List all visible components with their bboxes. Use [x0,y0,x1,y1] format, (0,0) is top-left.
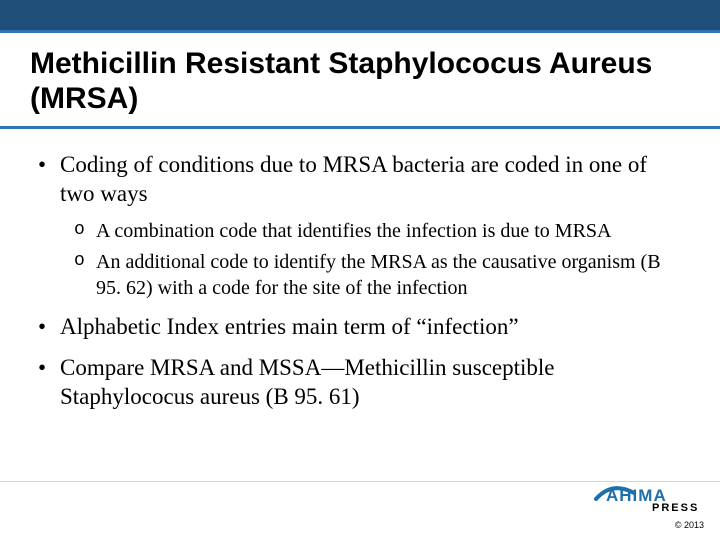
content-region: Coding of conditions due to MRSA bacteri… [0,129,720,412]
header-top-bar [0,0,720,30]
sub-bullet-text: An additional code to identify the MRSA … [96,251,661,299]
list-item: Alphabetic Index entries main term of “i… [38,313,682,342]
bullet-list: Coding of conditions due to MRSA bacteri… [38,151,682,412]
sub-bullet-list: A combination code that identifies the i… [74,219,682,302]
footer-region: AHIMA PRESS © 2013 [594,479,704,530]
copyright-text: © 2013 [594,520,704,530]
title-region: Methicillin Resistant Staphylococus Aure… [0,33,720,129]
slide-container: Methicillin Resistant Staphylococus Aure… [0,0,720,540]
bullet-text: Coding of conditions due to MRSA bacteri… [60,152,647,206]
list-item: A combination code that identifies the i… [74,219,682,245]
list-item: Compare MRSA and MSSA—Methicillin suscep… [38,354,682,412]
sub-bullet-text: A combination code that identifies the i… [96,220,611,242]
bullet-text: Alphabetic Index entries main term of “i… [60,314,519,339]
list-item: Coding of conditions due to MRSA bacteri… [38,151,682,301]
list-item: An additional code to identify the MRSA … [74,250,682,301]
ahima-press-logo: AHIMA PRESS [594,479,704,513]
svg-text:PRESS: PRESS [652,502,699,513]
slide-title: Methicillin Resistant Staphylococus Aure… [30,47,690,116]
logo-svg: AHIMA PRESS [594,479,704,513]
bullet-text: Compare MRSA and MSSA—Methicillin suscep… [60,355,555,409]
